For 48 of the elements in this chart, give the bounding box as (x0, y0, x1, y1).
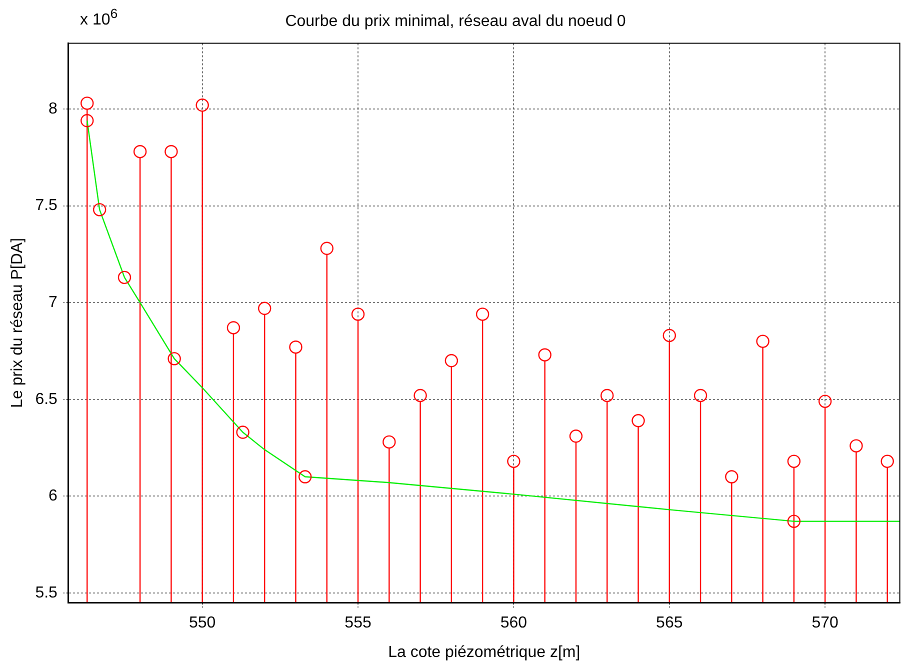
point (569, 430, 583, 443)
point (787, 454, 801, 468)
point (164, 144, 178, 158)
point (444, 354, 458, 368)
point (80, 114, 94, 128)
x-tick-label: 560 (500, 614, 528, 632)
y-tick-label: 7 (48, 294, 58, 311)
x-tick-label: 550 (188, 614, 216, 632)
point (226, 321, 240, 334)
point (818, 394, 832, 408)
point (258, 302, 272, 315)
point (662, 328, 676, 342)
y-tick-label: 6 (48, 488, 58, 505)
point (168, 352, 181, 366)
point (351, 308, 365, 321)
point (880, 454, 894, 468)
y-tick-label: 5.5 (35, 584, 58, 602)
point (236, 426, 250, 439)
chart-title: Courbe du prix minimal, réseau aval du noeud 0 (285, 13, 626, 30)
point (694, 388, 708, 402)
point (725, 470, 738, 484)
point (133, 144, 147, 158)
y-tick-label: 7.5 (35, 197, 58, 214)
point (787, 514, 801, 528)
text: x 10$^{6}$ (80, 6, 118, 30)
x-tick-label: 570 (812, 614, 839, 632)
point (289, 340, 302, 354)
point (320, 242, 334, 255)
point (80, 96, 94, 110)
point (476, 308, 490, 321)
x-tick-label: 555 (344, 614, 372, 632)
point (196, 98, 209, 112)
point (538, 348, 552, 362)
point (632, 414, 645, 428)
point (118, 270, 132, 284)
y-tick-label: 6.5 (35, 390, 58, 408)
y-tick-label: 8 (48, 100, 58, 118)
point (756, 334, 770, 348)
point (850, 439, 863, 452)
x-tick-label: 565 (656, 614, 683, 632)
point (298, 470, 312, 484)
x-axis-title: La cote piézométrique z[m] (388, 644, 580, 661)
point (600, 388, 614, 402)
point (414, 388, 427, 402)
point (382, 435, 396, 449)
point (92, 203, 106, 216)
point (507, 454, 520, 468)
y-axis-title: Le prix du réseau P[DA] (9, 238, 26, 408)
